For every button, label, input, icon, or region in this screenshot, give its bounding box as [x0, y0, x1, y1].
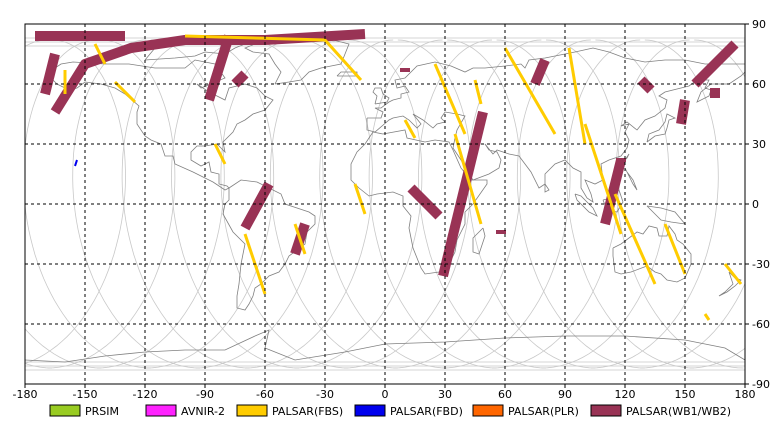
swath — [703, 313, 711, 321]
graticule — [24, 23, 746, 385]
coastline — [646, 113, 677, 143]
x-tick-label: 150 — [675, 388, 696, 401]
x-tick-label: -120 — [133, 388, 158, 401]
legend-item: PALSAR(WB1/WB2) — [590, 404, 731, 418]
swath — [213, 143, 227, 165]
longitude-tick-labels: -180 -150 -120 -90 -60 -30 0 30 60 90 120 150 180 — [13, 384, 756, 401]
swath — [567, 47, 587, 145]
swath — [74, 159, 78, 167]
y-tick-label: 90 — [752, 18, 766, 31]
legend: PRSIM AVNIR-2 PALSAR(FBS) PALSAR(FBD) PALSAR… — [49, 404, 731, 418]
coastline — [646, 205, 686, 225]
y-tick-label: 60 — [752, 78, 766, 91]
swath — [663, 223, 687, 275]
swath — [676, 99, 690, 125]
y-tick-label: 30 — [752, 138, 766, 151]
coastline — [472, 227, 486, 255]
swath — [93, 43, 107, 65]
swath — [204, 34, 234, 102]
x-tick-label: 90 — [558, 388, 572, 401]
coastline — [718, 271, 742, 297]
legend-item: PRSIM — [49, 404, 119, 418]
legend-swatch — [472, 404, 504, 417]
swath — [723, 263, 743, 285]
swath — [231, 70, 249, 88]
latitude-tick-labels: 90 60 30 0 -30 -60 -90 — [745, 18, 770, 391]
coastline — [574, 193, 598, 217]
x-tick-label: 180 — [735, 388, 756, 401]
swath — [113, 80, 137, 104]
x-tick-label: 30 — [438, 388, 452, 401]
orbit-track — [615, 39, 744, 369]
orbit-track — [25, 39, 102, 369]
x-tick-label: -150 — [73, 388, 98, 401]
legend-swatch — [145, 404, 177, 417]
swath — [583, 123, 623, 235]
x-tick-label: -90 — [196, 388, 214, 401]
coastline — [372, 87, 390, 105]
legend-label: PALSAR(PLR) — [508, 405, 579, 418]
swath — [637, 76, 655, 94]
swath — [40, 52, 60, 96]
orbit-track — [220, 39, 349, 369]
x-tick-label: -60 — [256, 388, 274, 401]
legend-label: PALSAR(WB1/WB2) — [626, 405, 731, 418]
legend-label: PALSAR(FBS) — [272, 405, 343, 418]
swath — [530, 58, 550, 86]
swath — [453, 133, 483, 225]
legend-swatch — [49, 404, 81, 417]
y-tick-label: -30 — [752, 258, 770, 271]
swath — [407, 184, 443, 220]
x-tick-label: -180 — [13, 388, 38, 401]
legend-swatch — [590, 404, 622, 417]
swath — [433, 63, 467, 135]
legend-swatch — [236, 404, 268, 417]
legend-item: AVNIR-2 — [145, 404, 225, 418]
orbit-track — [368, 39, 497, 369]
orbit-track — [566, 39, 695, 369]
legend-label: AVNIR-2 — [181, 405, 225, 418]
legend-label: PRSIM — [85, 405, 119, 418]
swath — [438, 110, 488, 278]
orbit-track — [640, 39, 745, 369]
x-tick-label: 120 — [615, 388, 636, 401]
swath — [600, 158, 626, 226]
swath — [503, 47, 557, 135]
legend-swatch — [354, 404, 386, 417]
y-tick-label: -60 — [752, 318, 770, 331]
swath — [240, 181, 274, 231]
observation-swaths — [35, 29, 743, 321]
coastline — [612, 225, 692, 283]
legend-item: PALSAR(FBS) — [236, 404, 343, 418]
coastline — [336, 71, 358, 77]
swath — [403, 119, 417, 139]
legend-item: PALSAR(FBD) — [354, 404, 463, 418]
swath — [691, 40, 739, 88]
x-tick-label: 60 — [498, 388, 512, 401]
swath — [184, 34, 363, 82]
y-tick-label: -90 — [752, 378, 770, 391]
coastline — [544, 183, 550, 193]
coastline — [624, 167, 638, 191]
y-tick-label: 0 — [752, 198, 759, 211]
legend-item: PALSAR(PLR) — [472, 404, 579, 418]
x-tick-label: 0 — [382, 388, 389, 401]
coastline — [222, 179, 316, 311]
swath — [353, 183, 367, 215]
swath — [613, 193, 657, 285]
legend-label: PALSAR(FBD) — [390, 405, 463, 418]
swath — [293, 223, 307, 255]
x-tick-label: -30 — [316, 388, 334, 401]
